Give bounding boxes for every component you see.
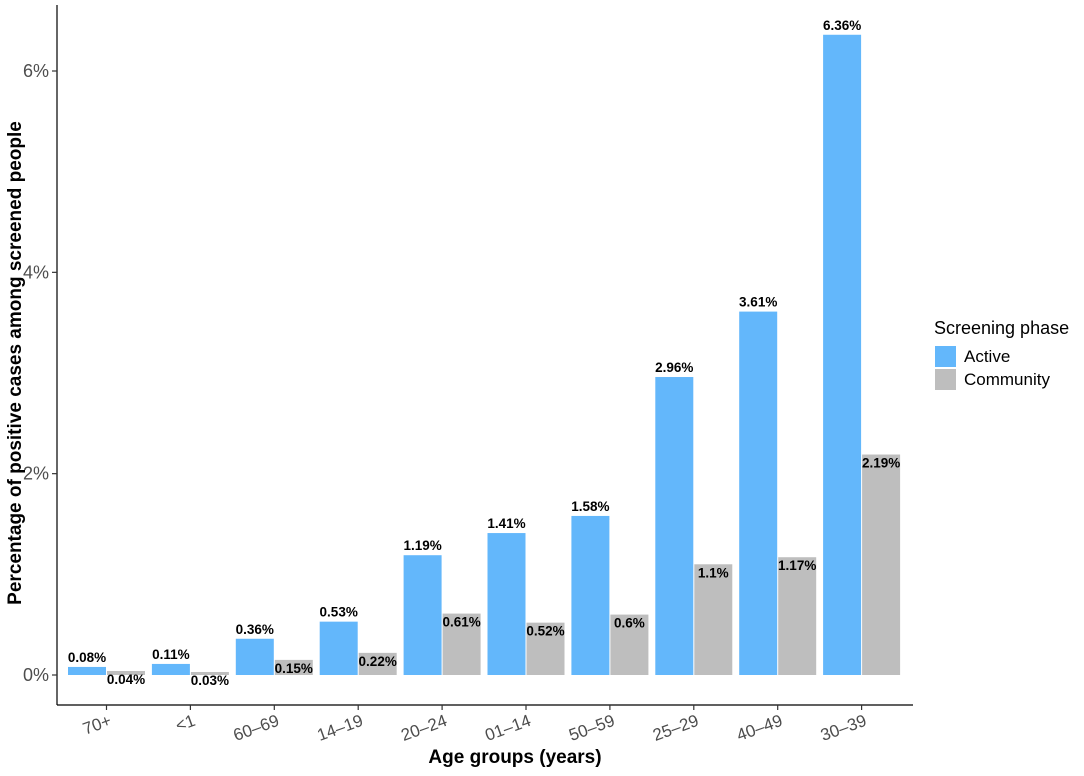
plot-area: 0.08%0.04% 0.11%0.03% 0.36% 0.15% 0.53% 0.22%… — [68, 18, 900, 688]
bar-active-0 — [68, 666, 106, 675]
bar-active-1 — [151, 663, 190, 675]
bar-active-7 — [655, 377, 694, 675]
y-axis-title: Percentage of positive cases among scree… — [5, 121, 26, 605]
data-label-active-5: 1.41% — [487, 516, 525, 531]
legend: Screening phase Active Community — [934, 318, 1069, 390]
x-tick-label: 60–69 — [231, 711, 282, 745]
data-label-active-9: 6.36% — [823, 18, 861, 33]
x-tick-label: 01–14 — [482, 711, 533, 745]
bar-active-4 — [403, 555, 442, 675]
bar-community-2 — [274, 659, 313, 675]
bar-active-5 — [487, 533, 526, 675]
bar-community-7 — [694, 564, 733, 675]
data-label-community-5: 0.52% — [526, 624, 564, 639]
legend-label-community: Community — [964, 370, 1050, 389]
data-label-active-8: 3.61% — [739, 295, 777, 310]
bar-community-8 — [778, 557, 817, 675]
data-label-active-3: 0.53% — [320, 605, 358, 620]
data-label-community-4: 0.61% — [442, 615, 480, 630]
data-label-active-6: 1.58% — [571, 499, 609, 514]
legend-swatch-community — [935, 369, 956, 390]
data-label-active-7: 2.96% — [655, 360, 693, 375]
data-label-active-4: 1.19% — [403, 538, 441, 553]
bar-active-6 — [571, 515, 610, 675]
bar-active-2 — [235, 638, 274, 675]
bar-active-9 — [823, 34, 862, 675]
data-label-community-1: 0.03% — [191, 673, 229, 688]
bar-community-5 — [526, 622, 565, 675]
legend-label-active: Active — [964, 347, 1010, 366]
legend-title: Screening phase — [934, 318, 1069, 338]
x-tick-label: 70+ — [80, 711, 114, 739]
data-label-community-3: 0.22% — [359, 654, 397, 669]
y-tick-label: 0% — [23, 665, 49, 685]
x-tick-label: 20–24 — [399, 711, 450, 745]
x-tick-label: 30–39 — [818, 711, 869, 745]
bar-active-8 — [739, 311, 778, 675]
y-tick-label: 2% — [23, 464, 49, 484]
y-tick-label: 6% — [23, 61, 49, 81]
data-label-active-0: 0.08% — [68, 650, 106, 665]
legend-swatch-active — [935, 346, 956, 367]
bar-active-3 — [319, 621, 358, 675]
data-label-community-8: 1.17% — [778, 558, 816, 573]
x-tick-label: 14–19 — [315, 711, 366, 745]
data-label-community-9: 2.19% — [862, 456, 900, 471]
x-axis-title: Age groups (years) — [428, 747, 601, 768]
x-tick-label: 50–59 — [566, 711, 617, 745]
data-label-community-2: 0.15% — [275, 661, 313, 676]
data-label-active-1: 0.11% — [152, 647, 190, 662]
bar-community-4 — [442, 613, 481, 675]
bar-community-3 — [358, 652, 397, 675]
bar-community-6 — [610, 614, 649, 675]
x-tick-label: 25–29 — [650, 711, 701, 745]
y-tick-label: 4% — [23, 262, 49, 282]
data-label-community-6: 0.6% — [614, 616, 645, 631]
bar-community-0 — [107, 670, 145, 675]
bar-community-1 — [190, 671, 229, 675]
data-label-active-2: 0.36% — [236, 622, 274, 637]
data-label-community-7: 1.1% — [698, 565, 729, 580]
bar-community-9 — [862, 454, 901, 675]
x-tick-label: <1 — [173, 711, 198, 735]
x-tick-label: 40–49 — [734, 711, 785, 745]
data-label-community-0: 0.04% — [107, 672, 145, 687]
